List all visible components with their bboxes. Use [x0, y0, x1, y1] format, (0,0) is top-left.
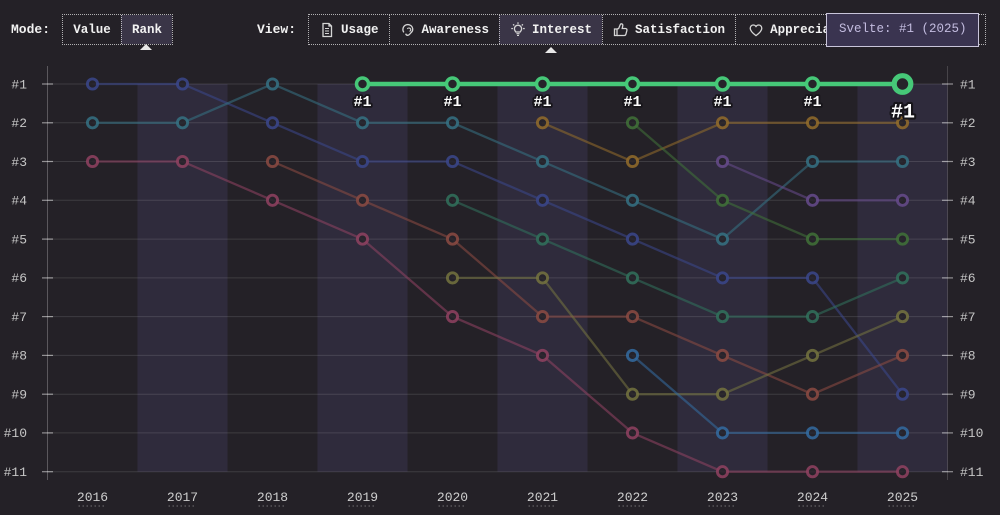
svg-text:#8: #8: [11, 349, 27, 364]
svg-text:2016: 2016: [77, 490, 108, 505]
svg-text:#4: #4: [11, 194, 27, 209]
svg-text:#4: #4: [960, 194, 976, 209]
svg-text:#1: #1: [891, 102, 915, 125]
svg-text:#7: #7: [960, 310, 976, 325]
svg-text:#6: #6: [11, 271, 27, 286]
svg-text:#8: #8: [960, 349, 976, 364]
svg-text:#1: #1: [713, 94, 731, 111]
svg-text:2020: 2020: [437, 490, 468, 505]
svg-text:#1: #1: [533, 94, 551, 111]
svg-text:#1: #1: [353, 94, 371, 111]
svg-text:2023: 2023: [707, 490, 738, 505]
svg-text:2024: 2024: [797, 490, 828, 505]
svg-text:#10: #10: [4, 426, 27, 441]
svg-text:#1: #1: [960, 77, 976, 92]
svg-text:#2: #2: [960, 116, 976, 131]
svg-text:#5: #5: [11, 232, 27, 247]
svg-text:2019: 2019: [347, 490, 378, 505]
svg-text:#3: #3: [11, 155, 27, 170]
svg-text:#9: #9: [11, 388, 27, 403]
svg-text:#1: #1: [803, 94, 821, 111]
svg-text:2017: 2017: [167, 490, 198, 505]
svg-text:#11: #11: [4, 465, 28, 480]
svg-text:#6: #6: [960, 271, 976, 286]
svg-text:2025: 2025: [887, 490, 918, 505]
svg-text:#7: #7: [11, 310, 27, 325]
svg-text:2022: 2022: [617, 490, 648, 505]
svg-text:#1: #1: [623, 94, 641, 111]
svg-text:#1: #1: [443, 94, 461, 111]
svg-text:2018: 2018: [257, 490, 288, 505]
svg-text:#1: #1: [11, 77, 27, 92]
svg-text:2021: 2021: [527, 490, 558, 505]
svg-text:#10: #10: [960, 426, 983, 441]
svg-text:#2: #2: [11, 116, 27, 131]
svg-text:#9: #9: [960, 388, 976, 403]
svg-text:#5: #5: [960, 232, 976, 247]
svg-text:#11: #11: [960, 465, 984, 480]
svg-text:#3: #3: [960, 155, 976, 170]
